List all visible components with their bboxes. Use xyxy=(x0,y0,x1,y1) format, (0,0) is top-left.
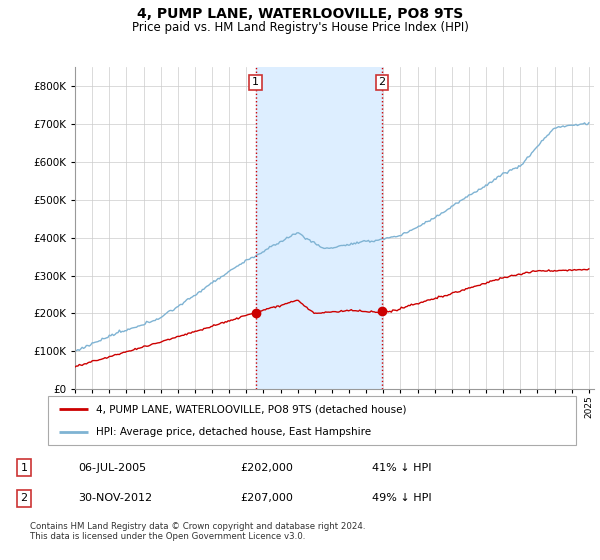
Text: 1: 1 xyxy=(20,463,28,473)
Text: 4, PUMP LANE, WATERLOOVILLE, PO8 9TS: 4, PUMP LANE, WATERLOOVILLE, PO8 9TS xyxy=(137,7,463,21)
Text: 4, PUMP LANE, WATERLOOVILLE, PO8 9TS (detached house): 4, PUMP LANE, WATERLOOVILLE, PO8 9TS (de… xyxy=(95,404,406,414)
Text: 49% ↓ HPI: 49% ↓ HPI xyxy=(372,493,431,503)
Text: 2: 2 xyxy=(379,77,385,87)
Text: HPI: Average price, detached house, East Hampshire: HPI: Average price, detached house, East… xyxy=(95,427,371,437)
Text: 41% ↓ HPI: 41% ↓ HPI xyxy=(372,463,431,473)
Text: Contains HM Land Registry data © Crown copyright and database right 2024.
This d: Contains HM Land Registry data © Crown c… xyxy=(30,522,365,542)
Text: £202,000: £202,000 xyxy=(240,463,293,473)
Text: 1: 1 xyxy=(252,77,259,87)
FancyBboxPatch shape xyxy=(48,396,576,445)
Text: 06-JUL-2005: 06-JUL-2005 xyxy=(78,463,146,473)
Text: £207,000: £207,000 xyxy=(240,493,293,503)
Text: 2: 2 xyxy=(20,493,28,503)
Text: 30-NOV-2012: 30-NOV-2012 xyxy=(78,493,152,503)
Text: Price paid vs. HM Land Registry's House Price Index (HPI): Price paid vs. HM Land Registry's House … xyxy=(131,21,469,34)
Bar xyxy=(256,67,382,389)
